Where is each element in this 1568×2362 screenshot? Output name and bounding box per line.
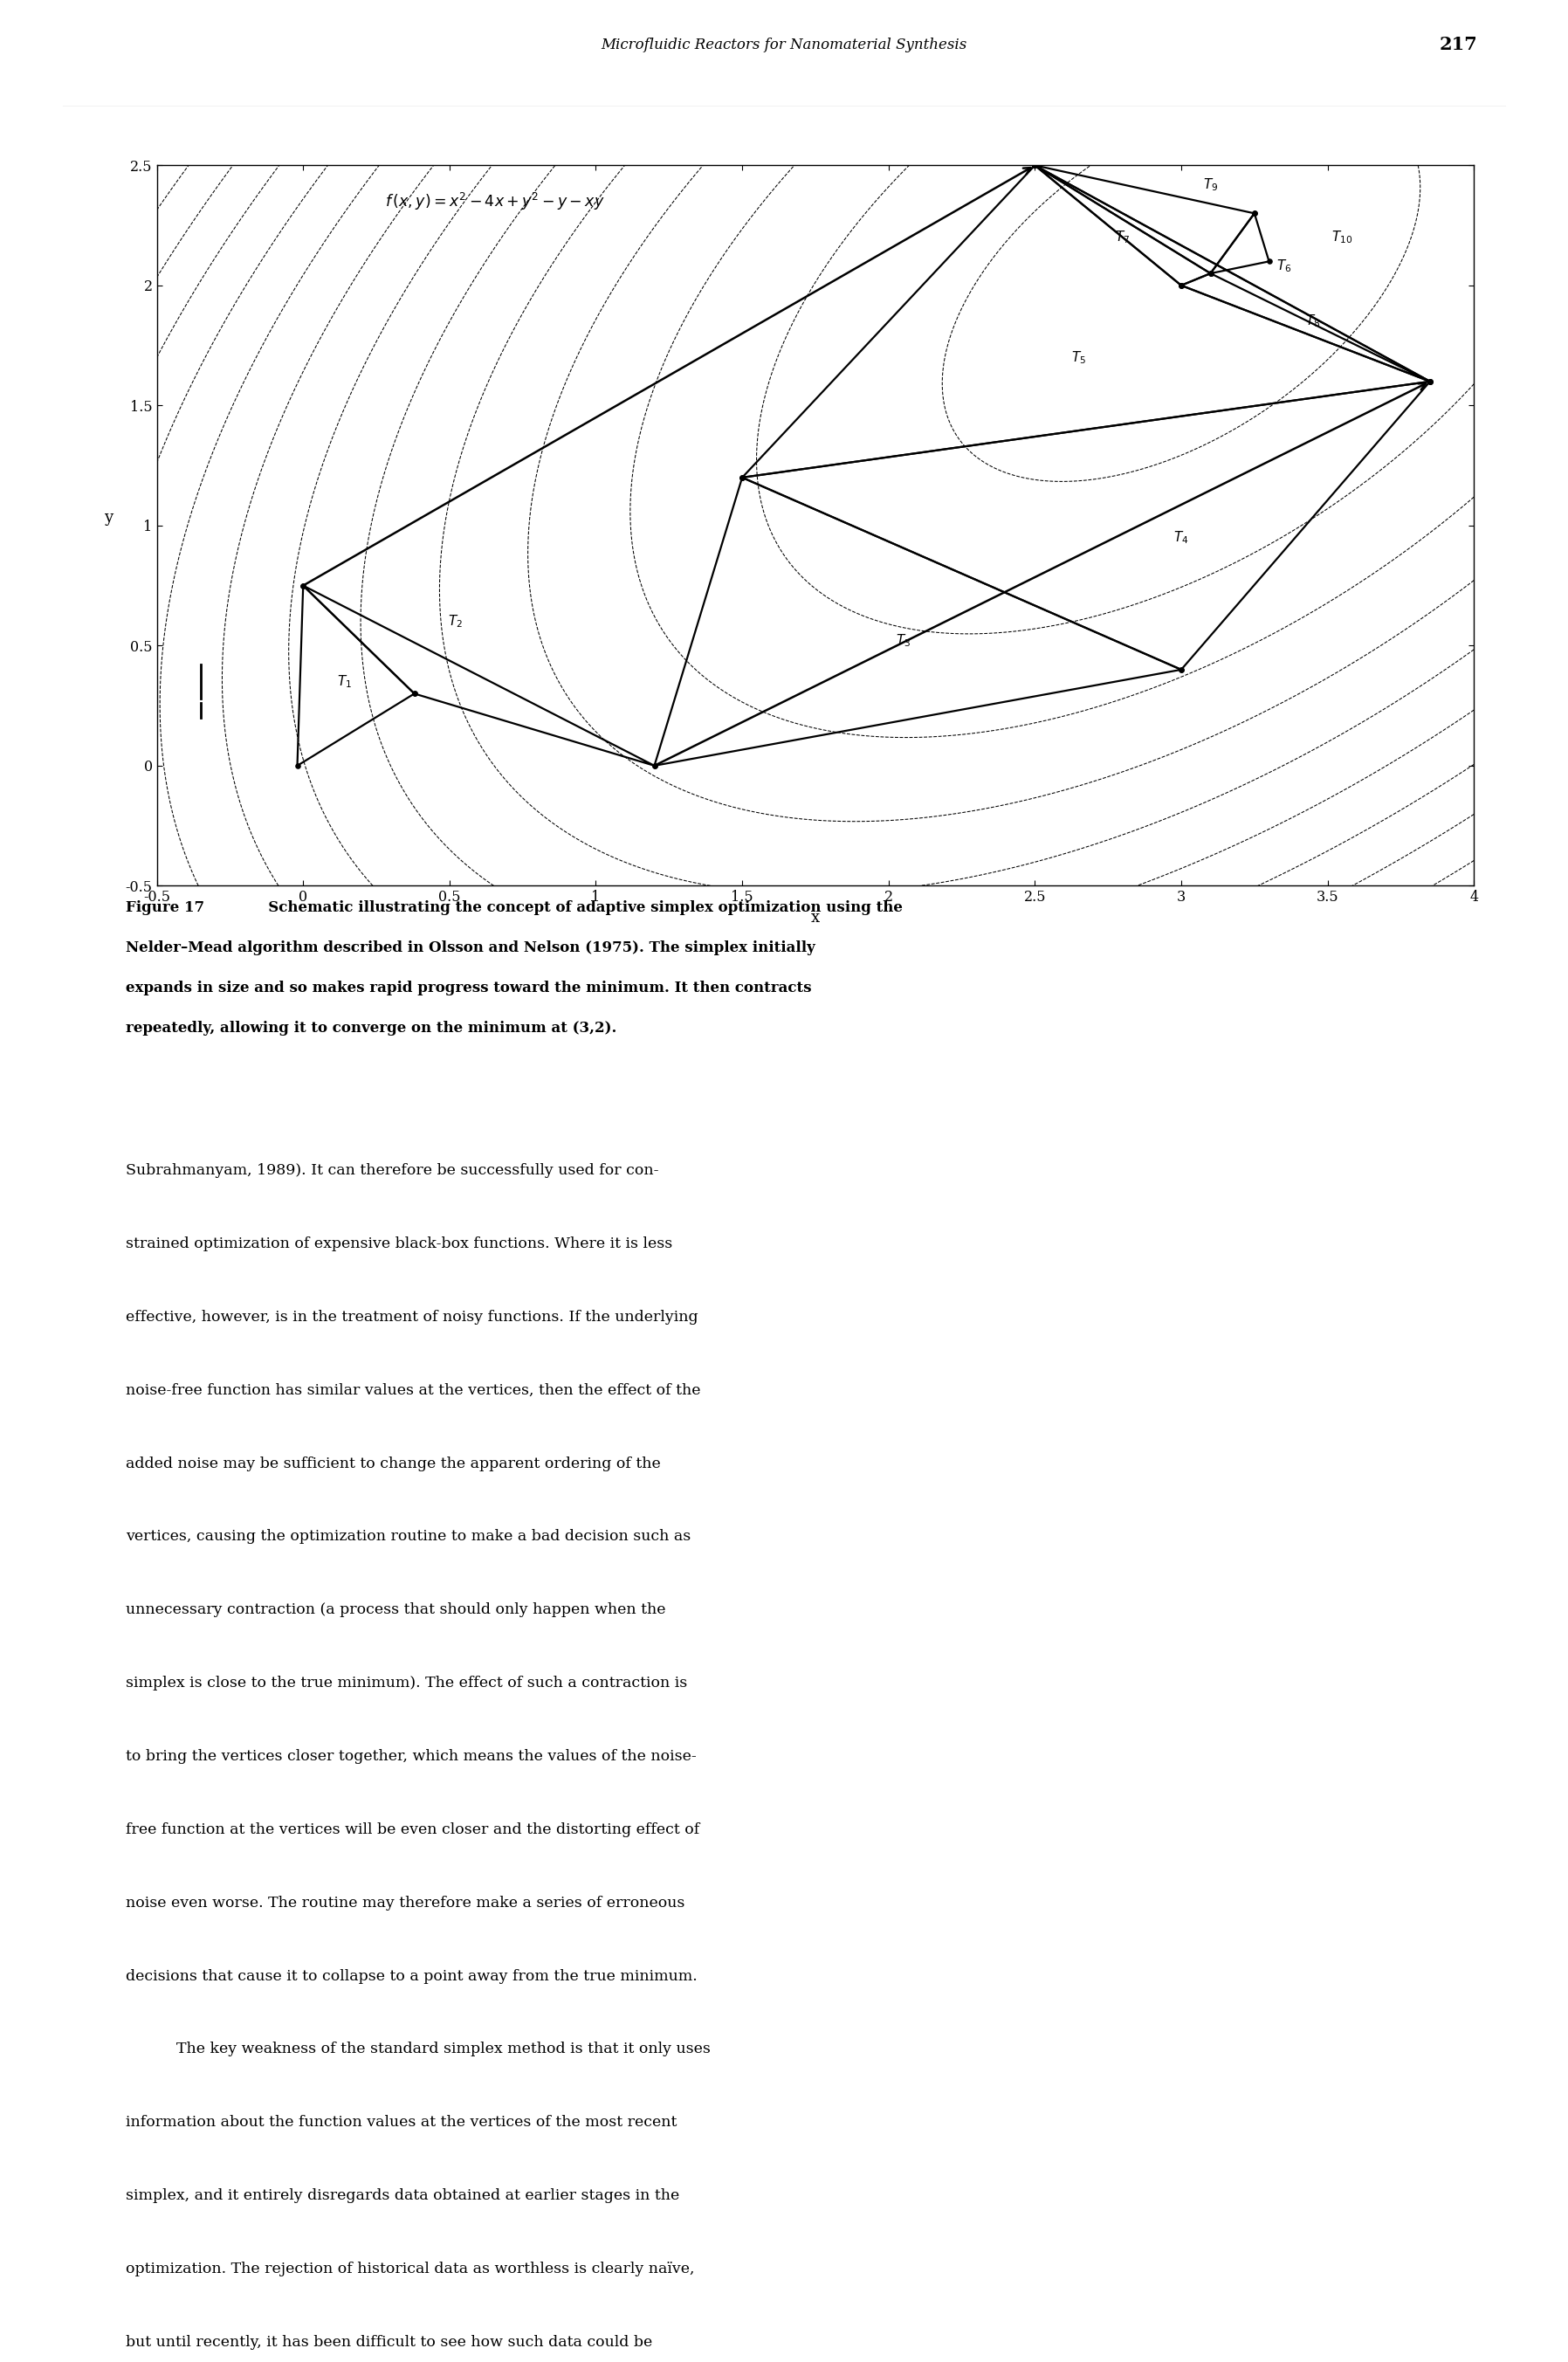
Point [729,458,754,496]
Text: Microfluidic Reactors for Nanomaterial Synthesis: Microfluidic Reactors for Nanomaterial S… [601,38,967,52]
Text: Nelder–Mead algorithm described in Olsson and Nelson (1975). The simplex initial: Nelder–Mead algorithm described in Olsso… [125,940,815,954]
Text: $T_{3}$: $T_{3}$ [895,633,911,650]
Text: simplex, and it entirely disregards data obtained at earlier stages in the: simplex, and it entirely disregards data… [125,2190,679,2204]
Text: repeatedly, allowing it to converge on the minimum at (3,2).: repeatedly, allowing it to converge on t… [125,1020,616,1035]
Text: free function at the vertices will be even closer and the distorting effect of: free function at the vertices will be ev… [125,1823,699,1838]
Text: Subrahmanyam, 1989). It can therefore be successfully used for con-: Subrahmanyam, 1989). It can therefore be… [125,1164,659,1179]
Text: but until recently, it has been difficult to see how such data could be: but until recently, it has been difficul… [125,2336,652,2350]
Point [1198,255,1223,293]
Text: expands in size and so makes rapid progress toward the minimum. It then contract: expands in size and so makes rapid progr… [125,980,811,994]
Point [1417,364,1443,402]
Point [1022,146,1047,184]
Text: Figure 17: Figure 17 [125,900,204,916]
Point [401,676,426,713]
Text: $f\,(x,y) = x^2-4x+y^2-y-xy$: $f\,(x,y) = x^2-4x+y^2-y-xy$ [386,191,605,213]
Point [1256,243,1281,281]
Text: to bring the vertices closer together, which means the values of the noise-: to bring the vertices closer together, w… [125,1750,696,1764]
Point [1198,255,1223,293]
Point [1198,255,1223,293]
Point [641,746,666,784]
Text: $T_{10}$: $T_{10}$ [1331,229,1353,246]
Text: $T_{2}$: $T_{2}$ [448,614,463,631]
Text: optimization. The rejection of historical data as worthless is clearly naïve,: optimization. The rejection of historica… [125,2263,695,2277]
Point [1022,146,1047,184]
Point [1022,146,1047,184]
Point [1242,194,1267,231]
Text: The key weakness of the standard simplex method is that it only uses: The key weakness of the standard simplex… [177,2043,710,2057]
Point [729,458,754,496]
Text: vertices, causing the optimization routine to make a bad decision such as: vertices, causing the optimization routi… [125,1531,690,1545]
Point [729,458,754,496]
Text: $T_{6}$: $T_{6}$ [1276,257,1292,274]
Text: $T_{4}$: $T_{4}$ [1173,529,1189,546]
Y-axis label: y: y [103,510,113,527]
Text: 217: 217 [1439,35,1477,54]
Text: $T_{5}$: $T_{5}$ [1071,350,1087,366]
Text: $T_{7}$: $T_{7}$ [1115,229,1131,246]
Text: effective, however, is in the treatment of noisy functions. If the underlying: effective, however, is in the treatment … [125,1309,698,1325]
Text: information about the function values at the vertices of the most recent: information about the function values at… [125,2116,677,2131]
Text: Schematic illustrating the concept of adaptive simplex optimization using the: Schematic illustrating the concept of ad… [254,900,903,916]
Text: unnecessary contraction (a process that should only happen when the: unnecessary contraction (a process that … [125,1604,665,1618]
Text: added noise may be sufficient to change the apparent ordering of the: added noise may be sufficient to change … [125,1455,660,1472]
Point [1198,255,1223,293]
Text: noise even worse. The routine may therefore make a series of erroneous: noise even worse. The routine may theref… [125,1897,685,1911]
Point [1168,267,1193,305]
Point [1417,364,1443,402]
Point [290,567,315,605]
Text: noise-free function has similar values at the vertices, then the effect of the: noise-free function has similar values a… [125,1384,701,1398]
Point [1242,194,1267,231]
Point [1168,652,1193,690]
Point [290,567,315,605]
Point [1168,652,1193,690]
Point [1022,146,1047,184]
Text: simplex is close to the true minimum). The effect of such a contraction is: simplex is close to the true minimum). T… [125,1677,687,1691]
Point [285,746,310,784]
Point [1168,267,1193,305]
Text: $T_{8}$: $T_{8}$ [1306,314,1320,331]
Text: strained optimization of expensive black-box functions. Where it is less: strained optimization of expensive black… [125,1238,673,1252]
Point [1417,364,1443,402]
Point [641,746,666,784]
X-axis label: x: x [811,909,820,926]
Point [401,676,426,713]
Text: $T_{9}$: $T_{9}$ [1203,177,1218,194]
Point [1168,267,1193,305]
Text: decisions that cause it to collapse to a point away from the true minimum.: decisions that cause it to collapse to a… [125,1970,698,1984]
Text: $T_{1}$: $T_{1}$ [337,673,351,690]
Point [1417,364,1443,402]
